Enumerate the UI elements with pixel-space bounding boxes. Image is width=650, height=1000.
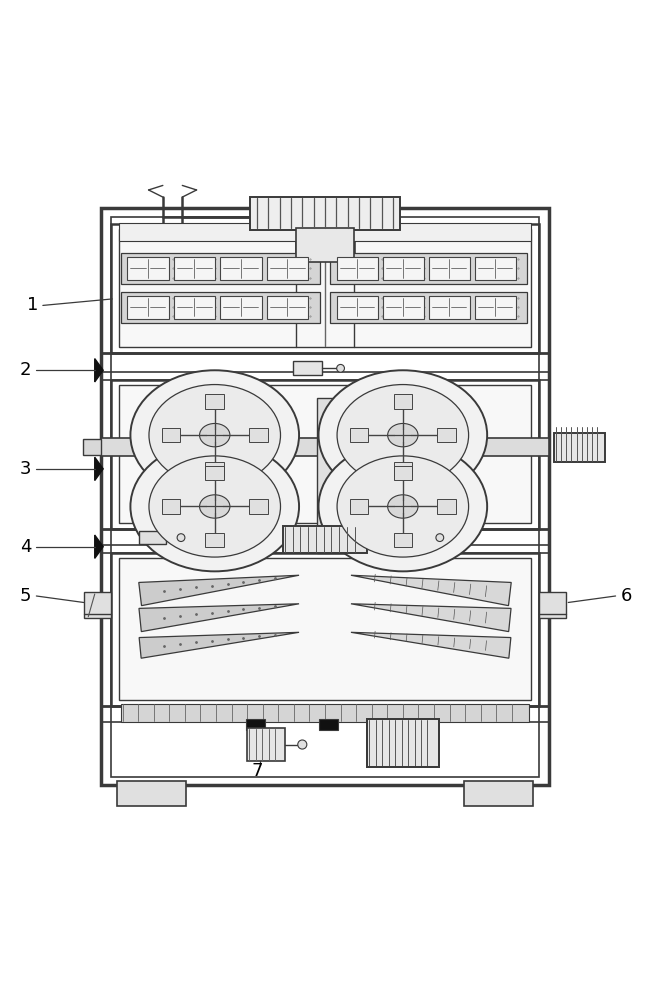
Bar	[429, 296, 470, 319]
Bar	[383, 296, 424, 319]
Bar	[383, 257, 424, 280]
Bar	[111, 217, 539, 777]
Bar	[119, 229, 531, 347]
Bar	[337, 296, 378, 319]
Bar	[83, 439, 101, 455]
Bar	[111, 553, 539, 706]
Bar	[220, 257, 261, 280]
Bar	[250, 197, 400, 230]
Bar	[250, 428, 268, 442]
Bar	[393, 462, 412, 476]
Bar	[205, 466, 224, 480]
Bar	[101, 438, 549, 456]
Text: 3: 3	[20, 460, 31, 478]
Bar	[266, 296, 308, 319]
Bar	[337, 257, 378, 280]
Bar	[330, 253, 527, 284]
Bar	[118, 781, 185, 806]
Bar	[247, 728, 285, 761]
Bar	[465, 781, 532, 806]
Bar	[437, 428, 456, 442]
Bar	[119, 558, 531, 700]
Text: 5: 5	[20, 587, 31, 605]
Polygon shape	[95, 457, 103, 481]
Bar	[283, 526, 367, 553]
Bar	[429, 257, 470, 280]
Bar	[350, 499, 369, 514]
Bar	[121, 704, 529, 722]
Polygon shape	[351, 604, 511, 632]
Text: 1: 1	[27, 296, 39, 314]
Bar	[350, 428, 369, 442]
Bar	[162, 499, 180, 514]
Polygon shape	[138, 575, 299, 606]
Bar	[121, 292, 320, 323]
Bar	[318, 719, 338, 730]
Bar	[367, 719, 439, 767]
Bar	[246, 719, 265, 730]
Bar	[205, 533, 224, 547]
Text: 7: 7	[251, 762, 263, 780]
Bar	[367, 719, 439, 767]
Ellipse shape	[131, 442, 299, 571]
Ellipse shape	[200, 423, 230, 447]
Circle shape	[177, 534, 185, 542]
Polygon shape	[95, 535, 103, 558]
Bar	[393, 466, 412, 480]
Ellipse shape	[318, 370, 487, 500]
Bar	[127, 257, 168, 280]
Bar	[205, 462, 224, 476]
Ellipse shape	[387, 495, 418, 518]
Bar	[296, 228, 354, 262]
Polygon shape	[139, 632, 299, 658]
Bar	[398, 531, 425, 544]
Ellipse shape	[200, 495, 230, 518]
Circle shape	[436, 534, 444, 542]
Ellipse shape	[131, 370, 299, 500]
Bar	[330, 292, 527, 323]
Bar	[111, 380, 539, 529]
Bar	[393, 533, 412, 547]
Polygon shape	[139, 604, 299, 632]
Circle shape	[298, 740, 307, 749]
Bar	[111, 224, 539, 353]
Bar	[539, 592, 566, 618]
Bar	[119, 223, 531, 241]
Bar	[250, 499, 268, 514]
Polygon shape	[351, 575, 512, 606]
Bar	[292, 361, 322, 375]
Ellipse shape	[149, 456, 281, 557]
Bar	[174, 257, 215, 280]
Polygon shape	[95, 359, 103, 382]
Bar	[554, 433, 604, 462]
Bar	[266, 257, 308, 280]
Bar	[84, 592, 111, 618]
Bar	[162, 428, 180, 442]
Bar	[174, 296, 215, 319]
Circle shape	[337, 364, 344, 372]
Bar	[119, 385, 531, 523]
Polygon shape	[351, 632, 511, 658]
Bar	[139, 531, 166, 544]
Ellipse shape	[337, 456, 469, 557]
Ellipse shape	[337, 385, 469, 486]
Ellipse shape	[318, 442, 487, 571]
Bar	[475, 257, 515, 280]
Bar	[317, 398, 344, 553]
Bar	[220, 296, 261, 319]
Text: 4: 4	[20, 538, 31, 556]
Bar	[205, 394, 224, 409]
Bar	[127, 296, 168, 319]
Ellipse shape	[387, 423, 418, 447]
Text: 2: 2	[20, 361, 31, 379]
Bar	[475, 296, 515, 319]
Bar	[101, 208, 549, 785]
Bar	[121, 253, 320, 284]
Bar	[437, 499, 456, 514]
Ellipse shape	[149, 385, 281, 486]
Text: 6: 6	[621, 587, 632, 605]
Bar	[393, 394, 412, 409]
